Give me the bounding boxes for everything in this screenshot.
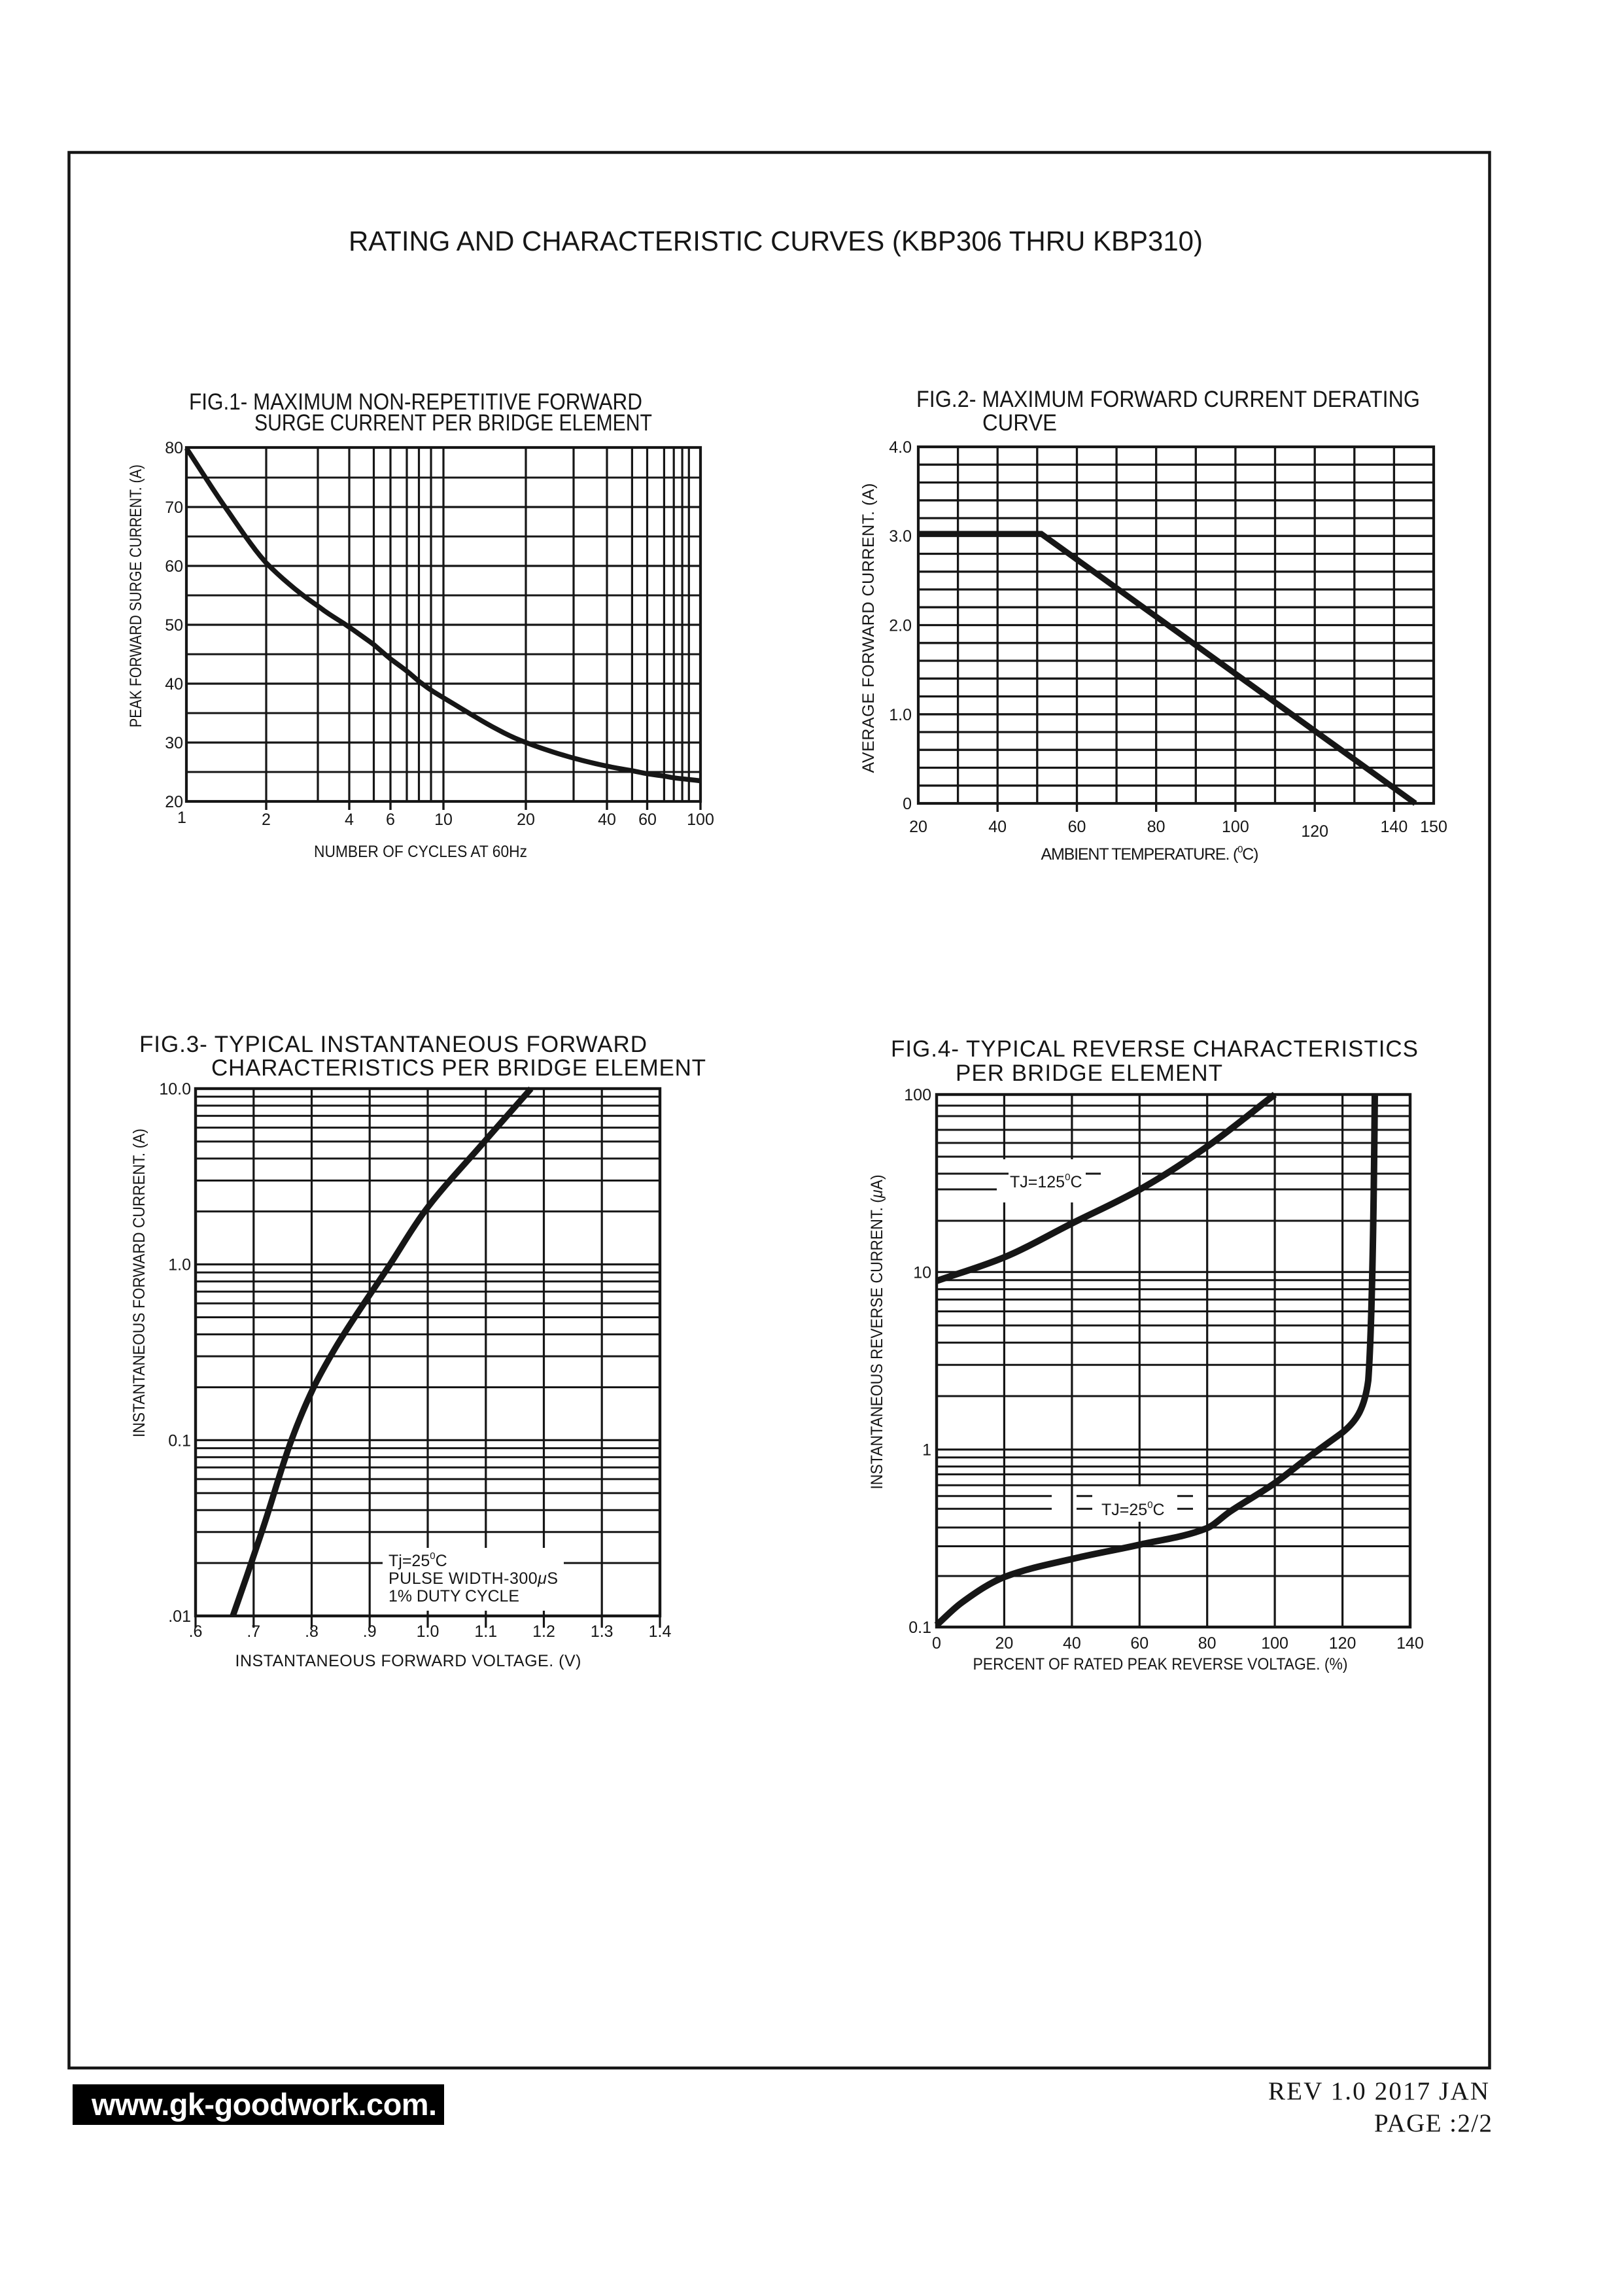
svg-text:0.1: 0.1 <box>168 1431 191 1450</box>
svg-text:FIG.3- TYPICAL INSTANTANEOUS F: FIG.3- TYPICAL INSTANTANEOUS FORWARD <box>139 1032 647 1057</box>
svg-text:PULSE WIDTH-300μS: PULSE WIDTH-300μS <box>389 1569 558 1588</box>
svg-text:CURVE: CURVE <box>982 410 1057 436</box>
svg-text:0: 0 <box>932 1634 941 1653</box>
svg-text:4.0: 4.0 <box>889 438 912 457</box>
svg-text:SURGE CURRENT PER BRIDGE ELEME: SURGE CURRENT PER BRIDGE ELEMENT <box>254 410 652 436</box>
svg-text:10: 10 <box>913 1263 931 1282</box>
svg-text:140: 140 <box>1381 818 1408 836</box>
svg-text:20: 20 <box>909 818 927 836</box>
svg-text:1: 1 <box>922 1441 931 1460</box>
svg-text:120: 120 <box>1301 822 1328 841</box>
svg-text:.01: .01 <box>168 1607 191 1626</box>
svg-text:PER BRIDGE ELEMENT: PER BRIDGE ELEMENT <box>956 1060 1222 1086</box>
svg-text:1: 1 <box>177 809 186 827</box>
svg-text:PERCENT OF RATED PEAK REVERSE: PERCENT OF RATED PEAK REVERSE VOLTAGE. (… <box>973 1655 1348 1673</box>
svg-text:1.4: 1.4 <box>649 1622 672 1641</box>
svg-text:3.0: 3.0 <box>889 527 912 546</box>
svg-text:10: 10 <box>434 811 453 829</box>
svg-text:INSTANTANEOUS FORWARD VOLTAGE.: INSTANTANEOUS FORWARD VOLTAGE. (V) <box>235 1652 581 1670</box>
svg-text:1.0: 1.0 <box>417 1622 440 1641</box>
svg-text:20: 20 <box>165 793 183 811</box>
svg-text:1.3: 1.3 <box>591 1622 613 1641</box>
svg-text:.9: .9 <box>363 1622 377 1641</box>
svg-text:2: 2 <box>262 811 271 829</box>
svg-text:AVERAGE FORWARD CURRENT. (A): AVERAGE FORWARD CURRENT. (A) <box>859 483 878 773</box>
svg-text:1.0: 1.0 <box>168 1256 191 1274</box>
svg-text:100: 100 <box>687 811 714 829</box>
svg-text:INSTANTANEOUS REVERSE CURRENT.: INSTANTANEOUS REVERSE CURRENT. (μA) <box>868 1175 886 1490</box>
svg-text:1.0: 1.0 <box>889 706 912 724</box>
svg-text:1.2: 1.2 <box>532 1622 555 1641</box>
svg-text:PEAK FORWARD SURGE CURRENT. (A: PEAK FORWARD SURGE CURRENT. (A) <box>127 464 145 727</box>
svg-text:Tj=250C: Tj=250C <box>389 1550 447 1570</box>
svg-text:CHARACTERISTICS PER BRIDGE ELE: CHARACTERISTICS PER BRIDGE ELEMENT <box>211 1055 706 1081</box>
svg-text:140: 140 <box>1396 1634 1424 1653</box>
svg-text:.8: .8 <box>305 1622 319 1641</box>
svg-text:40: 40 <box>598 811 616 829</box>
svg-text:AMBIENT TEMPERATURE. (0C): AMBIENT TEMPERATURE. (0C) <box>1041 844 1259 864</box>
svg-text:PAGE :2/2: PAGE :2/2 <box>1374 2109 1492 2137</box>
svg-text:30: 30 <box>165 734 183 752</box>
svg-text:2.0: 2.0 <box>889 617 912 635</box>
svg-text:0.1: 0.1 <box>908 1619 931 1637</box>
svg-text:80: 80 <box>1147 818 1166 836</box>
svg-text:20: 20 <box>517 811 535 829</box>
svg-text:80: 80 <box>1198 1634 1217 1653</box>
svg-text:100: 100 <box>904 1086 931 1104</box>
svg-text:6: 6 <box>386 811 395 829</box>
svg-text:TJ=250C: TJ=250C <box>1101 1499 1165 1519</box>
svg-text:70: 70 <box>165 499 183 517</box>
svg-text:4: 4 <box>345 811 354 829</box>
svg-text:20: 20 <box>995 1634 1013 1653</box>
svg-text:40: 40 <box>988 818 1007 836</box>
svg-text:60: 60 <box>638 811 657 829</box>
svg-text:REV 1.0 2017 JAN: REV 1.0 2017 JAN <box>1268 2077 1489 2105</box>
svg-text:0: 0 <box>903 795 912 813</box>
svg-text:60: 60 <box>1130 1634 1149 1653</box>
svg-text:.7: .7 <box>247 1622 260 1641</box>
svg-text:80: 80 <box>165 439 183 457</box>
svg-text:INSTANTANEOUS FORWARD CURRENT.: INSTANTANEOUS FORWARD CURRENT. (A) <box>130 1129 148 1437</box>
svg-text:RATING AND CHARACTERISTIC CURV: RATING AND CHARACTERISTIC CURVES (KBP306… <box>349 226 1203 257</box>
svg-text:50: 50 <box>165 616 183 635</box>
svg-text:TJ=1250C: TJ=1250C <box>1010 1172 1082 1191</box>
svg-text:60: 60 <box>1068 818 1086 836</box>
svg-text:1% DUTY CYCLE: 1% DUTY CYCLE <box>389 1587 519 1605</box>
svg-text:60: 60 <box>165 557 183 576</box>
svg-text:www.gk-goodwork.com.: www.gk-goodwork.com. <box>91 2087 437 2122</box>
svg-text:40: 40 <box>165 675 183 693</box>
svg-text:NUMBER OF CYCLES AT 60Hz: NUMBER OF CYCLES AT 60Hz <box>314 843 527 861</box>
svg-text:.6: .6 <box>189 1622 203 1641</box>
svg-text:100: 100 <box>1222 818 1249 836</box>
svg-text:100: 100 <box>1261 1634 1288 1653</box>
svg-text:FIG.2- MAXIMUM FORWARD CURRENT: FIG.2- MAXIMUM FORWARD CURRENT DERATING <box>916 387 1420 412</box>
svg-text:120: 120 <box>1329 1634 1356 1653</box>
svg-text:10.0: 10.0 <box>159 1080 191 1098</box>
svg-text:150: 150 <box>1420 818 1447 836</box>
svg-text:40: 40 <box>1063 1634 1081 1653</box>
svg-text:FIG.4- TYPICAL REVERSE CHARACT: FIG.4- TYPICAL REVERSE CHARACTERISTICS <box>891 1036 1418 1062</box>
svg-text:FIG.1- MAXIMUM NON-REPETITIVE: FIG.1- MAXIMUM NON-REPETITIVE FORWARD <box>189 389 642 415</box>
svg-text:1.1: 1.1 <box>474 1622 497 1641</box>
